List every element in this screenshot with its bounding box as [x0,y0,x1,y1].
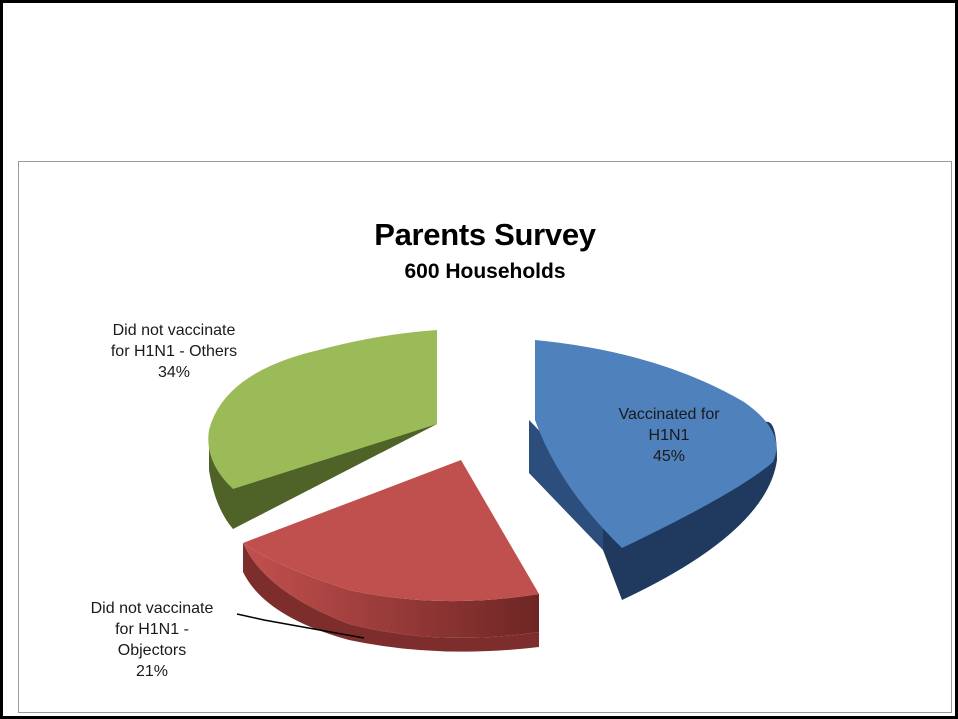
label-line: Objectors [117,642,187,659]
slice-side [529,420,603,550]
pie-slice-others [208,330,437,529]
pie-slice-objectors [243,460,539,652]
chart-area: Parents Survey 600 Households [18,161,952,713]
slice-side [243,543,539,638]
slice-top [208,330,437,489]
label-percent: 34% [157,364,191,381]
label-line: Vaccinated for [618,406,720,423]
label-line: Did not vaccinate [112,322,236,339]
label-line: H1N1 [648,427,690,444]
slice-top [243,460,539,602]
pie-chart [208,330,777,652]
label-others: Did not vaccinate for H1N1 - Others 34% [89,320,259,383]
label-objectors: Did not vaccinate for H1N1 - Objectors 2… [77,598,227,682]
slice-side [243,543,539,652]
label-line: Did not vaccinate [90,600,214,617]
slice-top [535,340,777,548]
leader-line [236,613,365,639]
label-percent: 21% [135,663,169,680]
chart-subtitle: 600 Households [404,260,566,283]
chart-title: Parents Survey [374,217,596,252]
label-percent: 45% [652,448,686,465]
label-line: for H1N1 - Others [110,343,238,360]
pie-slice-vaccinated [529,340,777,600]
label-vaccinated: Vaccinated for H1N1 45% [594,404,744,467]
label-line: for H1N1 - [115,621,189,638]
